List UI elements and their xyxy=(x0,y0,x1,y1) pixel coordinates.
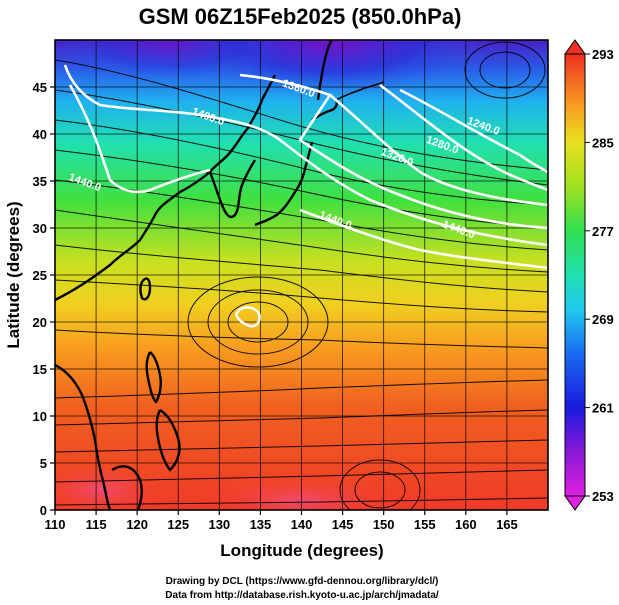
vortex xyxy=(354,471,406,509)
indochina-coast xyxy=(55,363,112,510)
philippines-south xyxy=(155,408,181,472)
streamline xyxy=(55,179,548,251)
x-tick-label: 155 xyxy=(414,517,436,532)
colorbar-tick-label: 261 xyxy=(592,401,614,416)
colorbar-tick-label: 285 xyxy=(592,135,614,150)
vortex xyxy=(464,41,546,99)
x-tick-label: 150 xyxy=(373,517,395,532)
contour-1480 xyxy=(234,306,261,328)
y-axis-ticks: 0 5 10 15 20 25 30 35 40 45 xyxy=(33,80,55,518)
x-tick-label: 110 xyxy=(45,517,66,532)
colorbar-tick-label: 293 xyxy=(592,47,614,62)
credit-drawing: Drawing by DCL (https://www.gfd-dennou.o… xyxy=(166,576,439,587)
colorbar-ticks: 253 261 269 277 285 293 xyxy=(585,47,614,504)
taiwan xyxy=(139,277,152,301)
x-axis-ticks: 110 115 120 125 130 135 140 145 150 155 160 165 xyxy=(45,510,518,532)
x-tick-label: 130 xyxy=(208,517,230,532)
contour-1400 xyxy=(63,64,548,247)
contour-1320 xyxy=(329,94,548,207)
streamline xyxy=(55,409,548,426)
y-tick-label: 15 xyxy=(33,362,47,377)
y-tick-label: 25 xyxy=(33,268,47,283)
grid-lines xyxy=(55,40,548,510)
y-tick-label: 20 xyxy=(33,315,47,330)
plot-area: 1240.01280.01320.01360.01400.01440.01440… xyxy=(55,40,548,510)
x-tick-label: 165 xyxy=(496,517,518,532)
colorbar-tick-label: 269 xyxy=(592,312,614,327)
streamline xyxy=(55,497,548,506)
japan-honshu xyxy=(254,141,314,227)
colorbar-tick-label: 253 xyxy=(592,489,614,504)
streamline xyxy=(55,59,548,171)
y-tick-label: 35 xyxy=(33,174,47,189)
x-tick-label: 135 xyxy=(250,517,272,532)
colorbar-bottom-arrow xyxy=(564,495,586,511)
y-tick-label: 5 xyxy=(40,456,47,471)
y-tick-label: 45 xyxy=(33,80,47,95)
x-tick-label: 140 xyxy=(291,517,313,532)
colorbar-tick-label: 277 xyxy=(592,224,614,239)
contour-1240 xyxy=(399,88,548,174)
colorbar: 253 261 269 277 285 293 xyxy=(564,39,614,511)
y-tick-label: 40 xyxy=(33,127,47,142)
warm-patch-south xyxy=(210,478,390,510)
streamline xyxy=(55,329,548,349)
x-tick-label: 145 xyxy=(332,517,354,532)
korea-coast xyxy=(208,159,257,219)
streamline xyxy=(55,439,548,453)
y-tick-label: 10 xyxy=(33,409,47,424)
streamline xyxy=(55,149,548,229)
contour-1440-b xyxy=(299,208,548,270)
cold-pool-northwest xyxy=(60,40,280,80)
colorbar-body xyxy=(564,53,586,497)
credit-data: Data from http://database.rish.kyoto-u.a… xyxy=(165,590,439,601)
streamline xyxy=(55,379,548,399)
vortex xyxy=(187,276,329,368)
wind-streamlines xyxy=(55,41,548,510)
contour-1360 xyxy=(239,73,548,230)
philippines-luzon xyxy=(145,351,162,404)
asia-coast xyxy=(55,74,277,302)
kuril-islands xyxy=(335,81,385,101)
vortex xyxy=(339,459,421,510)
height-contours xyxy=(63,64,548,328)
map-title: GSM 06Z15Feb2025 (850.0hPa) xyxy=(139,4,462,29)
contour-1280 xyxy=(379,83,548,192)
x-tick-label: 125 xyxy=(167,517,189,532)
japan-hokkaido xyxy=(311,99,338,121)
vortex xyxy=(207,289,309,355)
vortex xyxy=(479,51,531,89)
x-tick-label: 120 xyxy=(126,517,148,532)
y-tick-label: 30 xyxy=(33,221,47,236)
vortex xyxy=(227,301,289,343)
x-tick-label: 115 xyxy=(86,517,107,532)
y-tick-label: 0 xyxy=(40,503,47,518)
streamline xyxy=(55,279,548,313)
x-axis-title: Longitude (degrees) xyxy=(220,541,383,560)
warm-patch-southwest xyxy=(55,465,160,510)
colorbar-top-arrow xyxy=(564,39,586,55)
streamline xyxy=(55,244,548,293)
streamline xyxy=(55,119,548,206)
streamline xyxy=(55,469,548,483)
streamline xyxy=(55,209,548,273)
x-tick-label: 160 xyxy=(455,517,477,532)
contour-1440-a xyxy=(68,84,211,194)
y-axis-title: Latitude (degrees) xyxy=(4,201,23,348)
